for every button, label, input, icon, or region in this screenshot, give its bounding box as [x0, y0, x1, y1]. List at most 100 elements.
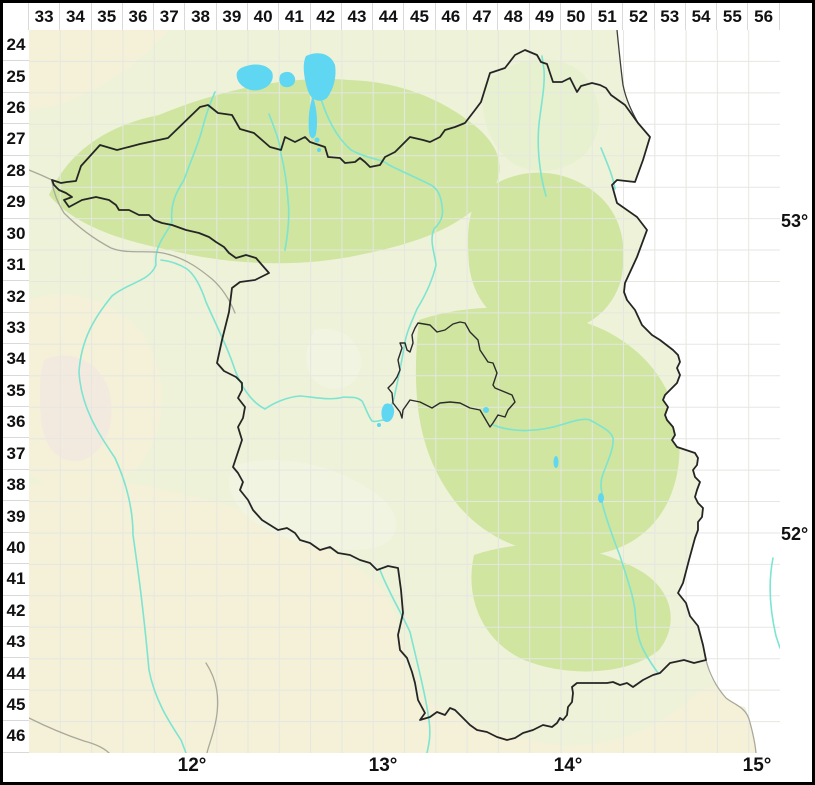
longitude-label-13: 13°	[368, 755, 398, 776]
river-spree	[492, 418, 659, 674]
column-label-40: 40	[248, 3, 280, 30]
border-mecklenburg-west	[29, 169, 53, 181]
row-label-45: 45	[3, 690, 29, 722]
row-label-38: 38	[3, 470, 29, 502]
column-label-45: 45	[404, 3, 436, 30]
column-label-49: 49	[530, 3, 561, 30]
lake-mueritz	[303, 53, 336, 101]
column-label-56: 56	[748, 3, 780, 30]
column-label-44: 44	[373, 3, 405, 30]
border-saxony-poland	[705, 659, 757, 753]
state-borders-gray	[29, 169, 757, 753]
row-label-26: 26	[3, 93, 29, 125]
grid-lines	[29, 30, 780, 753]
column-label-43: 43	[342, 3, 374, 30]
lake-rheinsberg-2	[317, 148, 321, 152]
row-label-35: 35	[3, 376, 29, 408]
lake-potsdam-small	[377, 423, 381, 427]
column-label-50: 50	[561, 3, 593, 30]
border-saxony-anhalt-sw	[29, 717, 110, 753]
column-ruler: 33 34 35 36 37 38 39 40 41 42 43 44 45 46 47 48 49 50 51 52…	[29, 3, 812, 30]
lake-potsdam	[381, 403, 395, 423]
row-label-29: 29	[3, 187, 29, 219]
border-saxony-anhalt-leipzig	[205, 662, 219, 753]
lake-small-mid	[279, 71, 296, 88]
column-label-48: 48	[498, 3, 530, 30]
row-label-46: 46	[3, 721, 29, 753]
row-label-27: 27	[3, 124, 29, 156]
column-label-37: 37	[154, 3, 186, 30]
column-label-54: 54	[686, 3, 718, 30]
row-label-34: 34	[3, 344, 29, 376]
row-label-43: 43	[3, 627, 29, 659]
row-label-42: 42	[3, 596, 29, 628]
terrain-central-east-forest	[415, 307, 680, 556]
column-label-35: 35	[92, 3, 123, 30]
latitude-margin: 53° 52°	[780, 30, 812, 753]
column-label-42: 42	[311, 3, 342, 30]
row-label-28: 28	[3, 156, 29, 188]
terrain-uckermark-pale	[482, 58, 600, 172]
row-ruler: 24 25 26 27 28 29 30 31 32 33 34 35 36 37 38 39 40 41 42 43…	[3, 30, 29, 753]
terrain-northeast-forest	[468, 172, 624, 333]
column-label-39: 39	[217, 3, 248, 30]
river-havel-north	[318, 91, 444, 343]
column-label-41: 41	[279, 3, 311, 30]
lake-mueggelsee	[483, 407, 489, 413]
ruler-corner	[3, 3, 29, 30]
lake-schwieloch	[598, 493, 604, 503]
longitude-label-14: 14°	[553, 755, 583, 776]
river-ucker	[537, 55, 547, 197]
row-label-25: 25	[3, 61, 29, 93]
longitude-label-12: 12°	[177, 755, 207, 776]
terrain-west-pink	[39, 355, 112, 462]
column-label-33: 33	[29, 3, 61, 30]
river-dosse	[268, 113, 290, 251]
longitude-margin: 12° 13° 14° 15°	[3, 753, 812, 782]
row-label-41: 41	[3, 564, 29, 596]
column-label-51: 51	[592, 3, 624, 30]
column-label-34: 34	[60, 3, 92, 30]
row-label-30: 30	[3, 219, 29, 250]
river-elster	[379, 569, 431, 753]
river-oder-notch	[600, 147, 616, 190]
row-label-39: 39	[3, 501, 29, 533]
column-label-55: 55	[717, 3, 749, 30]
berlin-boundary	[387, 321, 516, 428]
column-label-47: 47	[467, 3, 499, 30]
column-label-53: 53	[655, 3, 686, 30]
terrain-southeast-forest	[471, 544, 671, 672]
lake-rheinsberg-1	[314, 137, 320, 143]
latitude-label-52: 52°	[781, 524, 809, 544]
border-lower-saxony	[51, 181, 236, 314]
river-elbe	[78, 91, 216, 753]
lake-chain-tail	[308, 96, 317, 139]
terrain-patches	[29, 30, 756, 753]
column-label-46: 46	[436, 3, 467, 30]
longitude-label-15: 15°	[742, 755, 772, 776]
column-label-52: 52	[623, 3, 655, 30]
map-svg	[29, 30, 780, 753]
row-label-44: 44	[3, 658, 29, 690]
row-label-31: 31	[3, 250, 29, 282]
terrain-south-cream	[29, 478, 484, 753]
lake-scharmuetzel	[553, 456, 559, 468]
river-oder-east	[769, 557, 780, 649]
row-label-32: 32	[3, 281, 29, 313]
column-label-36: 36	[123, 3, 155, 30]
lakes	[236, 53, 604, 503]
latitude-label-53: 53°	[781, 211, 809, 231]
map-canvas[interactable]	[29, 30, 780, 753]
row-label-33: 33	[3, 313, 29, 345]
terrain-flaeming-pale	[229, 459, 397, 550]
row-label-24: 24	[3, 30, 29, 62]
terrain-north-forest	[49, 79, 500, 264]
terrain-topleft-cream	[29, 30, 169, 110]
national-border	[616, 30, 639, 124]
row-label-36: 36	[3, 407, 29, 439]
lake-west-strip	[236, 64, 273, 91]
column-label-38: 38	[185, 3, 217, 30]
row-label-37: 37	[3, 438, 29, 470]
brandenburg-boundary	[51, 49, 707, 741]
